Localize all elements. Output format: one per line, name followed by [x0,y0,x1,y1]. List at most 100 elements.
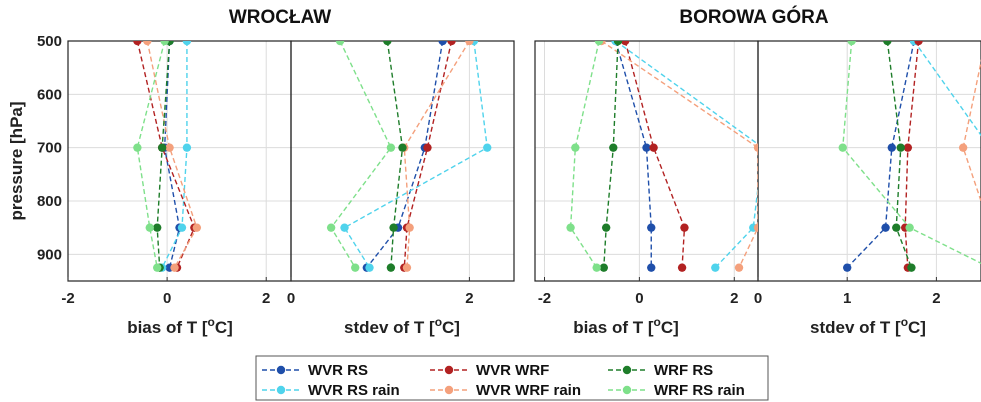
series-line [146,41,198,269]
data-point [903,143,913,152]
data-point [182,41,192,46]
legend-marker [276,365,286,375]
data-point [386,143,396,152]
data-point [402,263,412,272]
y-tick-label: 500 [37,33,62,50]
title-borowa-gora: BOROWA GÓRA [679,6,828,28]
data-point [133,143,142,152]
legend-item: WVR WRF [430,362,549,379]
series-line [343,41,488,269]
panel-1-series [133,41,202,272]
data-point [165,143,174,152]
data-point [958,143,968,152]
y-tick-label: 900 [37,246,62,263]
panel-4-series [838,41,981,272]
data-point [340,223,349,232]
svg-text:bias of T [oC]: bias of T [oC] [573,315,679,337]
series-line [913,41,981,137]
legend-item: WRF RS rain [608,382,745,399]
data-point [182,143,192,152]
data-point [843,263,852,272]
series-line [615,41,758,269]
data-point [649,143,658,152]
y-tick-label: 800 [37,193,62,210]
data-point [896,143,905,152]
data-point [734,263,744,272]
series-line [569,41,600,269]
data-point [609,143,618,152]
x-tick-label: 0 [287,290,295,307]
data-point [905,223,914,232]
x-tick-label: 2 [465,290,473,307]
xlabel-panel-3: bias of T [oC] [573,315,679,337]
series-line [136,41,166,268]
data-point [405,223,414,232]
data-point [383,41,392,46]
legend-marker [276,385,286,395]
series-line [161,41,188,268]
data-point [389,223,398,232]
y-axis-label: pressure [hPa] [7,101,26,220]
x-tick-label: 2 [730,290,738,307]
data-point [351,263,360,272]
legend-label: WVR WRF [476,362,549,379]
legend: WVR RS WVR RS rain WVR WRF WVR WRF rain WRF … [255,355,769,401]
data-point [592,263,601,272]
x-tick-label: 2 [262,290,270,307]
data-point [145,223,154,232]
data-point [680,223,689,232]
data-point [133,41,142,46]
legend-marker [622,385,632,395]
series-line [962,58,981,204]
data-point [914,41,923,46]
legend-marker [444,365,454,375]
data-point [613,41,623,46]
xlabel-panel-2: stdev of T [oC] [344,315,460,337]
series-line [386,41,404,268]
data-point [647,223,656,232]
data-point [177,223,187,232]
title-wroclaw: WROCŁAW [229,7,331,28]
legend-label: WVR RS [308,362,368,379]
data-point [566,223,575,232]
series-line [156,41,171,268]
data-point [620,41,630,46]
legend-marker [444,385,454,395]
legend-label: WRF RS [654,362,713,379]
data-point [647,263,656,272]
series-line [403,41,470,268]
series-line [886,41,913,268]
series-line [403,41,453,268]
svg-text:stdev of T [oC]: stdev of T [oC] [344,315,460,337]
panel-3-series [566,41,758,272]
panel-frame [534,40,759,282]
data-point [847,41,856,46]
svg-text:stdev of T [oC]: stdev of T [oC] [810,315,926,337]
data-point [753,143,758,152]
legend-label: WVR WRF rain [476,382,581,399]
data-point [677,263,687,272]
data-point [157,143,167,152]
x-tick-label: -2 [538,290,551,307]
data-point [892,223,901,232]
data-point [753,223,758,232]
series-line [904,41,920,268]
y-tick-label: 700 [37,140,62,157]
x-tick-label: 0 [754,290,762,307]
data-point [601,223,611,232]
svg-text:bias of T [oC]: bias of T [oC] [127,315,233,337]
series-line [614,41,652,268]
panel-frame [290,40,515,282]
x-tick-label: -2 [61,290,74,307]
y-tick-label: 600 [37,86,62,103]
legend-marker [622,365,632,375]
series-line [846,41,915,269]
xlabel-panel-4: stdev of T [oC] [810,315,926,337]
data-point [438,41,447,46]
x-tick-label: 0 [635,290,643,307]
data-point [907,263,916,272]
x-tick-label: 0 [163,290,171,307]
data-point [838,143,847,152]
series-line [601,41,758,268]
